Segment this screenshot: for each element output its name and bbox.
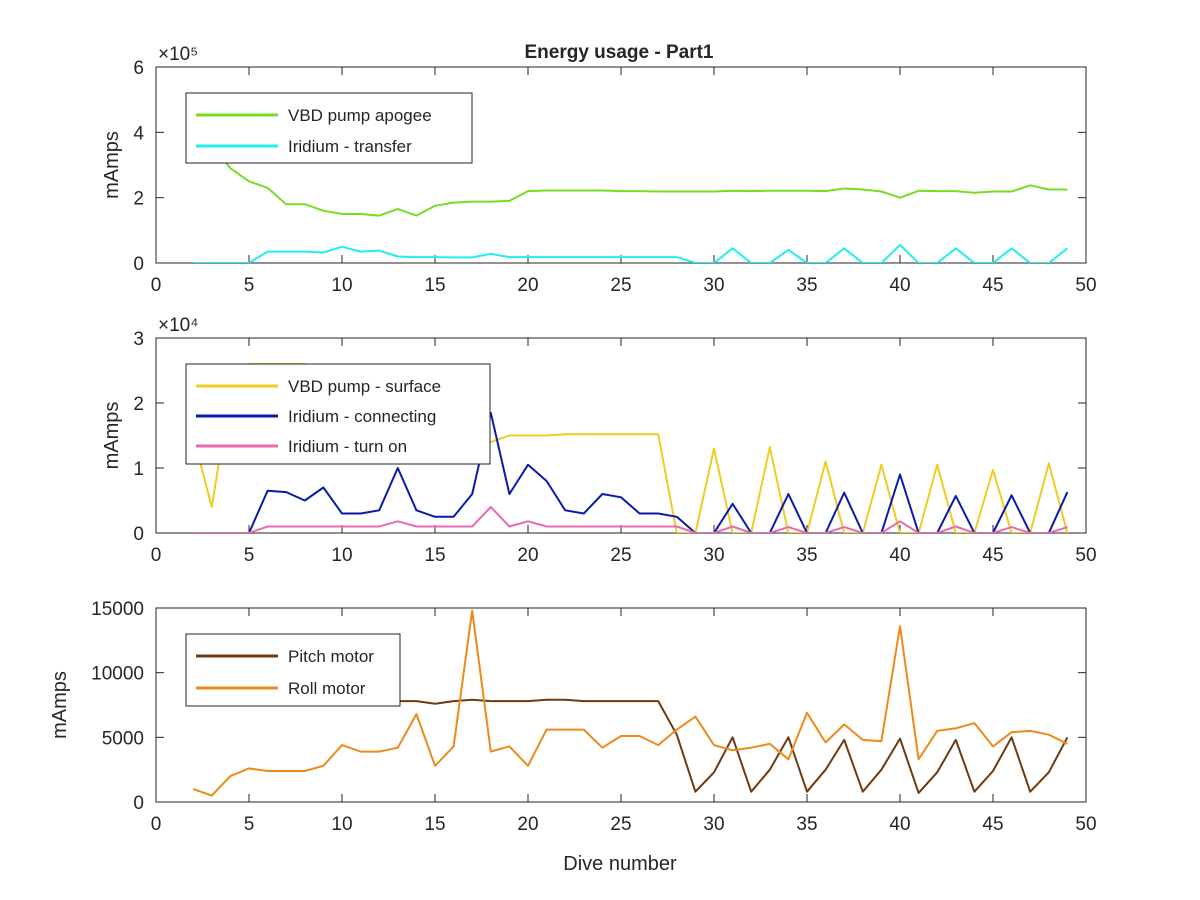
legend-label: VBD pump - surface (288, 377, 441, 396)
x-tick-label: 15 (424, 814, 445, 835)
x-tick-label: 30 (703, 275, 724, 296)
x-tick-label: 5 (244, 545, 255, 566)
x-tick-label: 35 (796, 275, 817, 296)
x-tick-label: 30 (703, 545, 724, 566)
legend-box (185, 633, 401, 707)
y-tick-label: 3 (133, 329, 144, 350)
y-exponent-label: ×10⁴ (158, 315, 198, 336)
x-tick-label: 50 (1075, 275, 1096, 296)
x-tick-label: 35 (796, 545, 817, 566)
x-tick-label: 0 (151, 814, 162, 835)
x-tick-label: 20 (517, 275, 538, 296)
panel-energy-mid: 0 5 10 15 20 25 30 35 40 45 50 0 1 2 3 ×10⁴ mAmps VBD pum… (101, 315, 1097, 566)
legend-label: Iridium - turn on (288, 437, 407, 456)
y-tick-label: 1 (133, 459, 144, 480)
legend-label: Iridium - connecting (288, 407, 436, 426)
x-tick-label: 0 (151, 275, 162, 296)
x-tick-label: 35 (796, 814, 817, 835)
x-tick-label: 40 (889, 814, 910, 835)
series-line-iridium-transfer (193, 244, 1069, 263)
y-tick-label: 4 (133, 123, 144, 144)
x-tick-label: 50 (1075, 545, 1096, 566)
x-tick-label: 45 (982, 545, 1003, 566)
x-tick-label: 5 (244, 275, 255, 296)
x-tick-label: 5 (244, 814, 255, 835)
panel-energy-high: 0 5 10 15 20 25 30 35 40 45 50 0 2 4 6 ×10⁵ mAmps VBD pum… (101, 44, 1097, 296)
y-axis-label: mAmps (101, 402, 123, 470)
figure-title: Energy usage - Part1 (524, 42, 713, 63)
x-tick-label: 25 (610, 275, 631, 296)
legend-box (185, 92, 473, 164)
y-tick-label: 5000 (102, 728, 144, 749)
x-tick-label: 40 (889, 275, 910, 296)
y-tick-label: 2 (133, 394, 144, 415)
y-axis-label: mAmps (49, 671, 71, 739)
x-tick-label: 30 (703, 814, 724, 835)
series-line-iridium-connecting (193, 411, 1069, 533)
x-tick-label: 10 (331, 814, 352, 835)
y-exponent-label: ×10⁵ (158, 44, 198, 65)
x-tick-label: 45 (982, 814, 1003, 835)
legend-label: VBD pump apogee (288, 106, 432, 125)
y-tick-label: 2 (133, 189, 144, 210)
legend-label: Pitch motor (288, 647, 374, 666)
x-tick-label: 45 (982, 275, 1003, 296)
x-tick-label: 10 (331, 275, 352, 296)
x-tick-label: 40 (889, 545, 910, 566)
y-tick-label: 15000 (91, 599, 144, 620)
x-tick-label: 25 (610, 545, 631, 566)
series-line-iridium-turn-on (193, 506, 1068, 533)
legend-label: Roll motor (288, 679, 366, 698)
x-tick-label: 20 (517, 814, 538, 835)
y-tick-label: 0 (133, 793, 144, 814)
x-tick-label: 50 (1075, 814, 1096, 835)
x-axis-label: Dive number (563, 853, 677, 875)
series-line-vbd-pump-apogee (192, 121, 1068, 217)
panel-energy-motors: 0 5 10 15 20 25 30 35 40 45 50 0 5000 10000 15000 mAmps… (49, 599, 1097, 835)
x-tick-label: 15 (424, 545, 445, 566)
y-tick-label: 10000 (91, 664, 144, 685)
y-tick-label: 6 (133, 58, 144, 79)
x-tick-label: 10 (331, 545, 352, 566)
x-tick-label: 25 (610, 814, 631, 835)
x-tick-label: 15 (424, 275, 445, 296)
legend-label: Iridium - transfer (288, 137, 412, 156)
series-line-roll-motor (192, 609, 1068, 797)
y-tick-label: 0 (133, 254, 144, 275)
x-tick-label: 0 (151, 545, 162, 566)
x-tick-label: 20 (517, 545, 538, 566)
y-axis-label: mAmps (101, 131, 123, 199)
y-tick-label: 0 (133, 524, 144, 545)
